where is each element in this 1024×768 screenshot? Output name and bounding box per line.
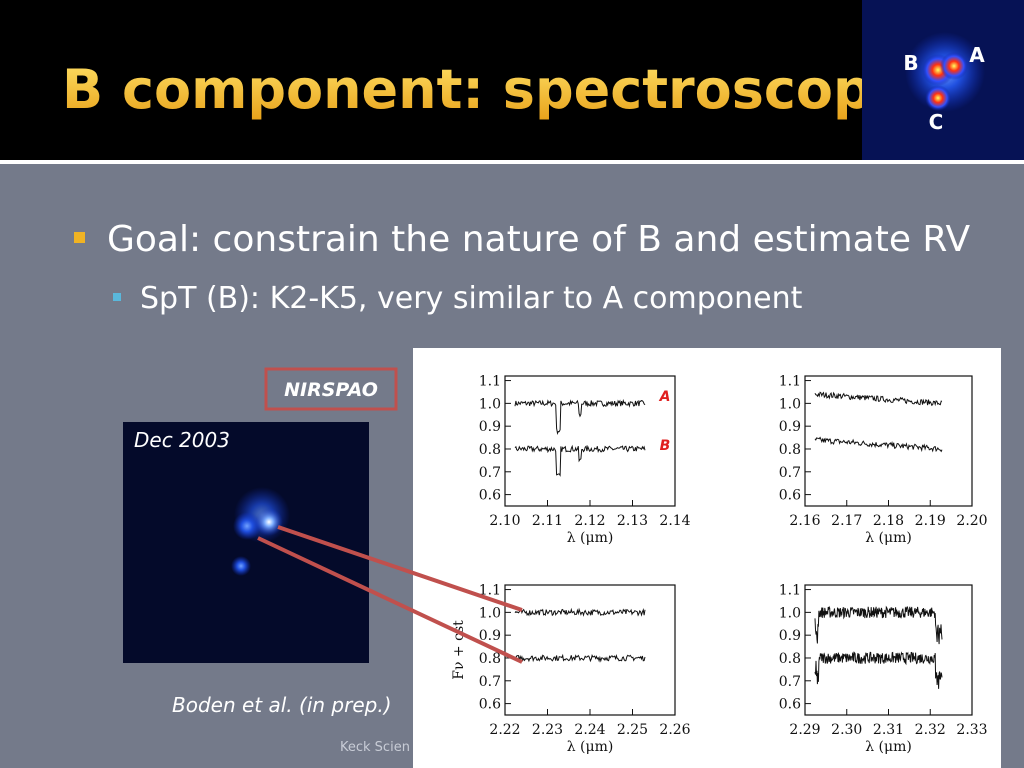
sub-bullet-marker — [113, 293, 121, 301]
y-tick-label: 0.7 — [779, 465, 801, 481]
inset-label: A — [969, 43, 985, 67]
spectrum — [514, 398, 646, 435]
spectrum — [514, 653, 646, 663]
x-tick-label: 2.20 — [956, 513, 987, 529]
connector — [277, 525, 523, 612]
y-tick-label: 0.9 — [479, 628, 501, 644]
spectrum — [814, 605, 943, 645]
x-tick-label: 2.25 — [617, 722, 648, 738]
inset-label: C — [929, 110, 944, 134]
x-tick-label: 2.11 — [532, 513, 563, 529]
x-axis-label: λ (μm) — [567, 530, 614, 546]
y-tick-label: 0.8 — [479, 442, 501, 458]
spectrum — [814, 436, 943, 453]
inset-label: B — [903, 51, 918, 75]
inset-image: A B C — [862, 0, 1024, 160]
citation: Boden et al. (in prep.) — [172, 693, 392, 717]
y-tick-label: 1.1 — [479, 583, 501, 599]
y-tick-label: 0.7 — [479, 674, 501, 690]
y-tick-label: 1.0 — [779, 605, 801, 621]
x-tick-label: 2.33 — [956, 722, 987, 738]
x-tick-label: 2.16 — [789, 513, 820, 529]
y-tick-label: 0.6 — [779, 697, 801, 713]
x-axis-label: λ (μm) — [865, 530, 912, 546]
y-tick-label: 1.0 — [479, 396, 501, 412]
star-image: Dec 2003 — [123, 422, 369, 663]
footer: Keck Scien — [340, 740, 410, 755]
nirspao-box — [264, 367, 398, 411]
y-tick-label: 0.6 — [479, 488, 501, 504]
y-tick-label: 0.6 — [779, 488, 801, 504]
x-axis-label: λ (μm) — [865, 739, 912, 755]
bullet-text: Goal: constrain the nature of B and esti… — [107, 219, 970, 260]
spectrum — [514, 444, 646, 477]
x-tick-label: 2.19 — [915, 513, 946, 529]
y-tick-label: 0.7 — [479, 465, 501, 481]
x-tick-label: 2.30 — [831, 722, 862, 738]
y-tick-label: 0.8 — [779, 651, 801, 667]
x-tick-label: 2.13 — [617, 513, 648, 529]
x-tick-label: 2.14 — [659, 513, 690, 529]
y-tick-label: 1.1 — [479, 374, 501, 390]
nirspao-label: NIRSPAO — [284, 379, 378, 401]
y-tick-label: 0.6 — [479, 697, 501, 713]
spectra-figure: 1.1 1.0 0.9 0.8 0.7 0.6 2.10 2.11 2.12 2.13 2.14 λ … — [451, 374, 988, 755]
y-tick-label: 0.9 — [779, 419, 801, 435]
x-tick-label: 2.31 — [873, 722, 904, 738]
y-tick-label: 0.8 — [779, 442, 801, 458]
spectrum — [814, 391, 943, 407]
x-tick-label: 2.29 — [789, 722, 820, 738]
title-rule — [0, 160, 1024, 164]
y-tick-label: 0.8 — [479, 651, 501, 667]
bullet-marker — [74, 232, 85, 243]
title-bar — [0, 0, 1024, 160]
x-tick-label: 2.18 — [873, 513, 904, 529]
y-tick-label: 1.1 — [779, 374, 801, 390]
series-label: B — [660, 438, 671, 454]
x-tick-label: 2.22 — [489, 722, 520, 738]
slide-title: B component: spectroscopy — [62, 58, 907, 121]
x-tick-label: 2.23 — [532, 722, 563, 738]
y-tick-label: 1.1 — [779, 583, 801, 599]
spectrum — [514, 607, 646, 617]
sub-bullet-text: SpT (B): K2-K5, very similar to A compon… — [140, 281, 803, 316]
x-axis-label: λ (μm) — [567, 739, 614, 755]
x-tick-label: 2.10 — [489, 513, 520, 529]
image-caption: Dec 2003 — [134, 428, 230, 452]
x-tick-label: 2.24 — [574, 722, 605, 738]
y-tick-label: 0.9 — [479, 419, 501, 435]
x-tick-label: 2.32 — [915, 722, 946, 738]
y-tick-label: 0.7 — [779, 674, 801, 690]
connector — [257, 536, 523, 664]
y-tick-label: 0.9 — [779, 628, 801, 644]
x-tick-label: 2.12 — [574, 513, 605, 529]
spectrum — [814, 651, 943, 689]
y-tick-label: 1.0 — [779, 396, 801, 412]
x-tick-label: 2.26 — [659, 722, 690, 738]
y-tick-label: 1.0 — [479, 605, 501, 621]
series-label: A — [659, 389, 671, 405]
figure-background — [413, 348, 1001, 768]
x-tick-label: 2.17 — [831, 513, 862, 529]
